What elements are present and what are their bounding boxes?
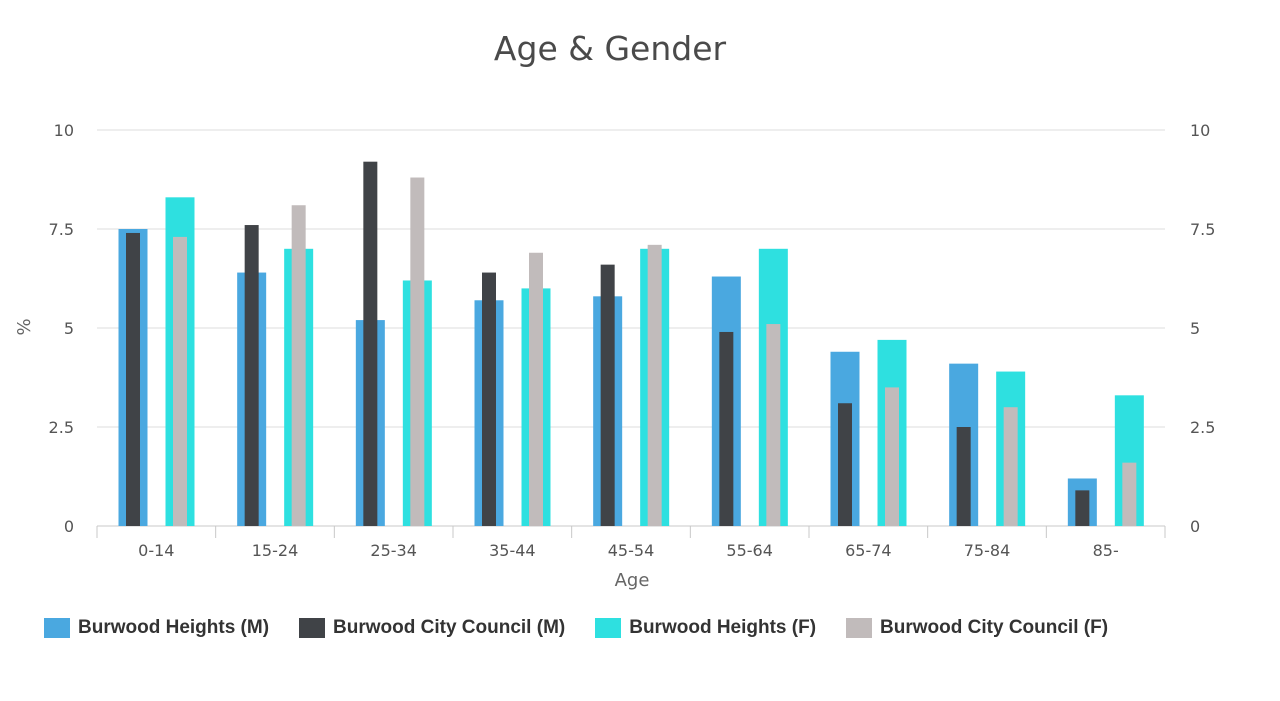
- x-tick-label: 85-: [1093, 541, 1119, 560]
- legend-item[interactable]: Burwood City Council (M): [299, 617, 565, 639]
- gridlines: [97, 129, 1165, 527]
- y-tick-label: 5: [64, 319, 74, 338]
- bar-burwood-city-council-m: [956, 427, 971, 526]
- chart-title: Age & Gender: [494, 29, 727, 68]
- bars: [118, 161, 1144, 527]
- y-axis-left: 0 2.5 5 7.5 10: [49, 121, 74, 536]
- bar-burwood-city-council-f: [173, 236, 187, 527]
- x-tick-label: 25-34: [370, 541, 417, 560]
- bar-burwood-city-council-m: [363, 161, 378, 526]
- y-tick-label-right: 0: [1190, 517, 1200, 536]
- bar-burwood-city-council-f: [1003, 407, 1018, 526]
- x-axis: 0-14 15-24 25-34 35-44 45-54 55-64 65-74 75-84 8…: [96, 526, 1166, 560]
- bar-burwood-city-council-m: [719, 331, 734, 526]
- bar-burwood-city-council-m: [482, 272, 496, 526]
- bar-burwood-city-council-f: [1122, 462, 1137, 526]
- legend-item[interactable]: Burwood Heights (M): [44, 617, 269, 639]
- y-tick-label: 2.5: [49, 418, 74, 437]
- bar-burwood-city-council-f: [885, 387, 899, 526]
- bar-burwood-city-council-m: [244, 225, 259, 527]
- x-axis-label: Age: [615, 570, 650, 591]
- legend-label: Burwood City Council (F): [880, 617, 1109, 638]
- legend-swatch: [846, 618, 873, 638]
- legend-item[interactable]: Burwood City Council (F): [846, 617, 1108, 639]
- legend-item[interactable]: Burwood Heights (F): [595, 617, 816, 639]
- bar-burwood-city-council-m: [126, 232, 140, 526]
- legend-label: Burwood Heights (F): [629, 617, 817, 638]
- x-tick-label: 15-24: [252, 541, 299, 560]
- x-tick-label: 65-74: [845, 541, 892, 560]
- y-tick-label: 7.5: [49, 220, 74, 239]
- legend-label: Burwood City Council (M): [333, 617, 566, 638]
- y-axis-right: 0 2.5 5 7.5 10: [1190, 121, 1215, 536]
- bar-burwood-city-council-f: [766, 324, 781, 526]
- y-tick-label-right: 7.5: [1190, 220, 1215, 239]
- legend-swatch: [44, 618, 70, 638]
- x-tick-label: 75-84: [964, 541, 1011, 560]
- x-tick-label: 35-44: [489, 541, 536, 560]
- y-tick-label-right: 5: [1190, 319, 1200, 338]
- x-tick-label: 45-54: [608, 541, 655, 560]
- bar-burwood-city-council-f: [647, 244, 662, 526]
- y-tick-label-right: 10: [1190, 121, 1210, 140]
- bar-burwood-city-council-m: [838, 403, 852, 526]
- bar-burwood-city-council-f: [410, 177, 425, 526]
- y-tick-label: 0: [64, 517, 74, 536]
- y-tick-label: 10: [54, 121, 74, 140]
- legend-label: Burwood Heights (M): [78, 617, 270, 638]
- bar-burwood-city-council-f: [291, 205, 306, 527]
- legend-swatch: [299, 618, 326, 638]
- legend: Burwood Heights (M) Burwood City Council …: [44, 617, 1108, 639]
- y-axis-label: %: [14, 318, 35, 335]
- bar-burwood-city-council-f: [529, 252, 543, 526]
- x-tick-label: 0-14: [138, 541, 174, 560]
- y-tick-label-right: 2.5: [1190, 418, 1215, 437]
- x-tick-label: 55-64: [726, 541, 773, 560]
- legend-swatch: [595, 618, 622, 638]
- bar-burwood-city-council-m: [600, 264, 615, 526]
- bar-burwood-city-council-m: [1075, 490, 1090, 526]
